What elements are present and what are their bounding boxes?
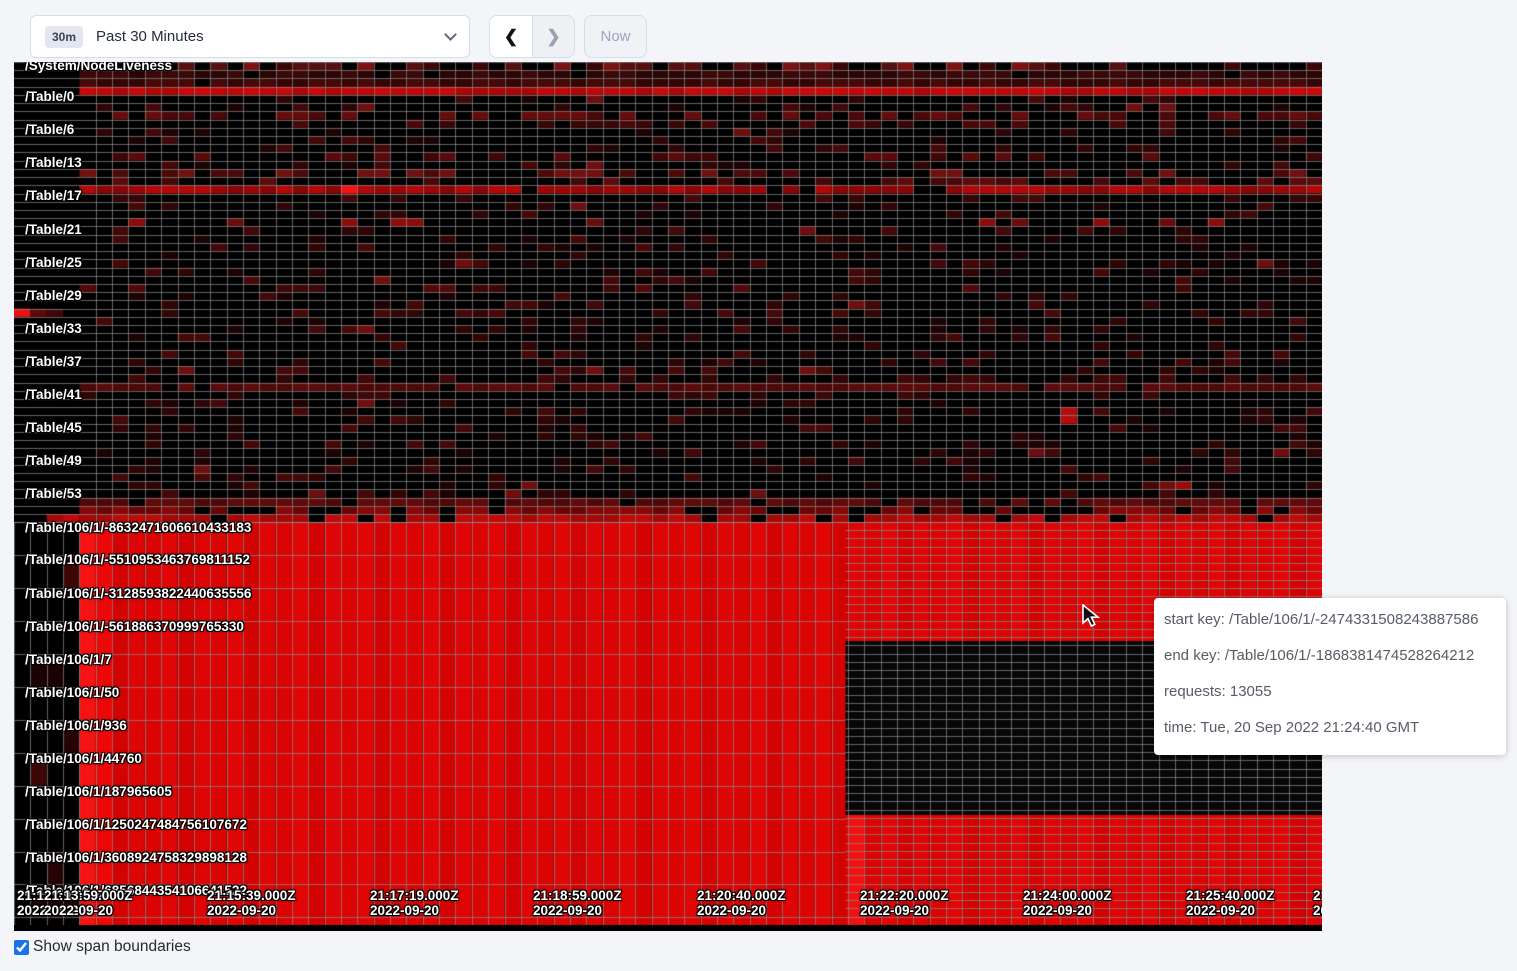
toolbar: 30m Past 30 Minutes ❮ ❯ Now	[0, 0, 1517, 62]
time-range-badge: 30m	[45, 25, 84, 48]
cell-tooltip: start key: /Table/106/1/-247433150824388…	[1154, 598, 1506, 755]
next-time-button[interactable]: ❯	[532, 16, 574, 57]
tooltip-time: time: Tue, 20 Sep 2022 21:24:40 GMT	[1164, 719, 1420, 736]
chevron-right-icon: ❯	[546, 26, 561, 46]
show-span-boundaries-label: Show span boundaries	[33, 938, 191, 955]
key-visualizer-heatmap-canvas[interactable]	[14, 62, 1322, 931]
time-nav-group: ❮ ❯	[489, 15, 575, 58]
now-button[interactable]: Now	[584, 15, 647, 58]
key-visualizer: /System/NodeLiveness/Table/0/Table/6/Tab…	[14, 62, 1322, 931]
tooltip-start-key: start key: /Table/106/1/-247433150824388…	[1164, 611, 1479, 628]
previous-time-button[interactable]: ❮	[490, 16, 532, 57]
tooltip-requests: requests: 13055	[1164, 683, 1272, 700]
time-range-label: Past 30 Minutes	[96, 28, 204, 45]
chevron-left-icon: ❮	[503, 26, 519, 46]
time-range-dropdown[interactable]: 30m Past 30 Minutes	[30, 15, 470, 58]
tooltip-end-key: end key: /Table/106/1/-18683814745282642…	[1164, 647, 1475, 664]
footer: Show span boundaries	[14, 938, 191, 956]
chevron-down-icon	[444, 27, 457, 41]
show-span-boundaries-checkbox[interactable]	[14, 939, 29, 955]
